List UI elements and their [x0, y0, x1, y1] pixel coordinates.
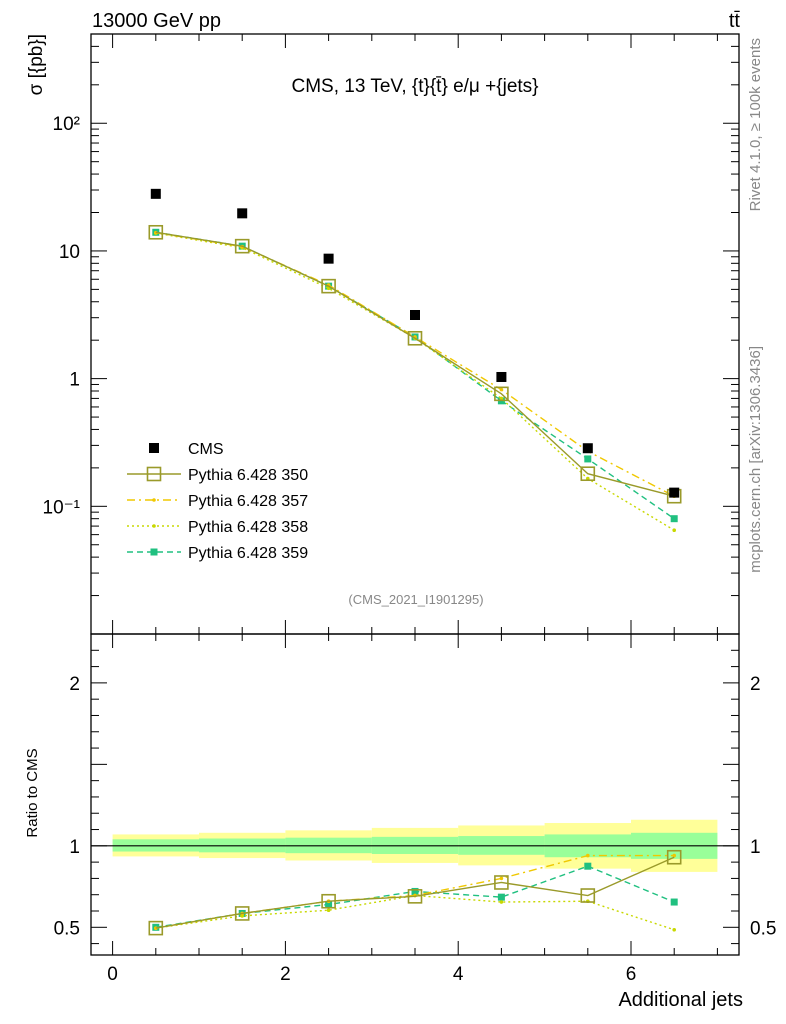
series-marker [407, 889, 423, 904]
x-tick-label: 0 [107, 964, 118, 985]
legend: CMS Pythia 6.428 350 Pythia 6.428 357 Pythi… [127, 441, 308, 562]
series-marker [321, 278, 336, 294]
series-marker [326, 908, 331, 912]
series-marker [497, 893, 505, 901]
series-marker [148, 224, 164, 240]
series-marker [584, 862, 592, 870]
data-point [669, 487, 680, 498]
series-marker [499, 900, 504, 904]
main-panel: 10⁻¹ 1 10 10² [43, 33, 740, 635]
y-tick-label: 2 [69, 674, 80, 695]
series-marker [584, 455, 592, 463]
series-marker [499, 396, 504, 401]
series-marker [494, 875, 509, 890]
header-left: 13000 GeV pp [92, 10, 221, 32]
series-marker [499, 387, 504, 392]
y-tick-label-right: 1 [750, 837, 761, 858]
data-point [410, 309, 420, 320]
series-marker [407, 330, 423, 346]
y-tick-label-right: 0.5 [750, 918, 776, 939]
series-marker [672, 853, 676, 858]
ratio-series-line [155, 856, 675, 929]
y-tick-label: 10 [59, 242, 80, 263]
y-tick-label: 1 [69, 837, 80, 858]
header-right: tt̄ [729, 10, 741, 32]
legend-label: Pythia 6.428 359 [188, 545, 308, 562]
series-marker [672, 927, 676, 932]
series-marker [580, 888, 596, 903]
x-tick-label: 2 [280, 964, 291, 985]
data-point [582, 443, 593, 454]
series-marker [670, 515, 678, 523]
series-marker [411, 887, 419, 895]
series-marker [146, 466, 162, 482]
legend-label: Pythia 6.428 357 [188, 493, 308, 510]
data-point [237, 208, 248, 219]
y-tick-label-right: 2 [750, 674, 761, 695]
main-ylabel: σ [{pb}] [26, 34, 47, 95]
series-marker [494, 386, 509, 402]
x-tick-label: 4 [453, 964, 464, 985]
watermark: (CMS_2021_I1901295) [348, 592, 483, 607]
legend-label: Pythia 6.428 358 [188, 519, 308, 536]
x-tick-label: 6 [626, 964, 637, 985]
data-point [149, 443, 159, 453]
data-point [323, 253, 334, 264]
series-marker [321, 893, 336, 909]
series-marker [586, 853, 590, 858]
y-tick-label: 1 [69, 370, 80, 391]
data-point [496, 371, 507, 382]
main-title: CMS, 13 TeV, {t}{t̄} e/μ +{jets} [291, 76, 538, 97]
ratio-panel: 0 2 4 6 0.5 0.5 1 1 2 2 [54, 633, 776, 985]
series-marker [234, 906, 250, 921]
ratio-frame [90, 633, 740, 956]
data-point [150, 188, 161, 199]
series-marker [580, 466, 596, 482]
y-tick-label: 10² [53, 114, 80, 135]
series-marker [234, 238, 250, 254]
series-marker [499, 876, 504, 881]
series-line [155, 231, 675, 497]
ratio-ylabel: Ratio to CMS [24, 748, 41, 837]
series-marker [148, 920, 164, 936]
rivet-label: Rivet 4.1.0, ≥ 100k events [747, 38, 764, 211]
y-tick-label: 0.5 [54, 918, 80, 939]
y-tick-label: 10⁻¹ [43, 497, 81, 518]
series-marker [152, 498, 156, 502]
series-marker [666, 849, 682, 865]
series-marker [150, 548, 158, 556]
series-marker [670, 898, 678, 906]
mcplots-label: mcplots.cern.ch [arXiv:1306.3436] [747, 346, 764, 573]
legend-label: Pythia 6.428 350 [188, 467, 308, 484]
series-line [155, 231, 675, 497]
legend-label: CMS [188, 441, 224, 458]
x-axis-label: Additional jets [618, 989, 743, 1011]
series-marker [152, 524, 156, 528]
series-marker [325, 900, 333, 908]
ratio-series-line [155, 894, 675, 931]
series-marker [672, 528, 676, 533]
series-line [155, 232, 675, 531]
